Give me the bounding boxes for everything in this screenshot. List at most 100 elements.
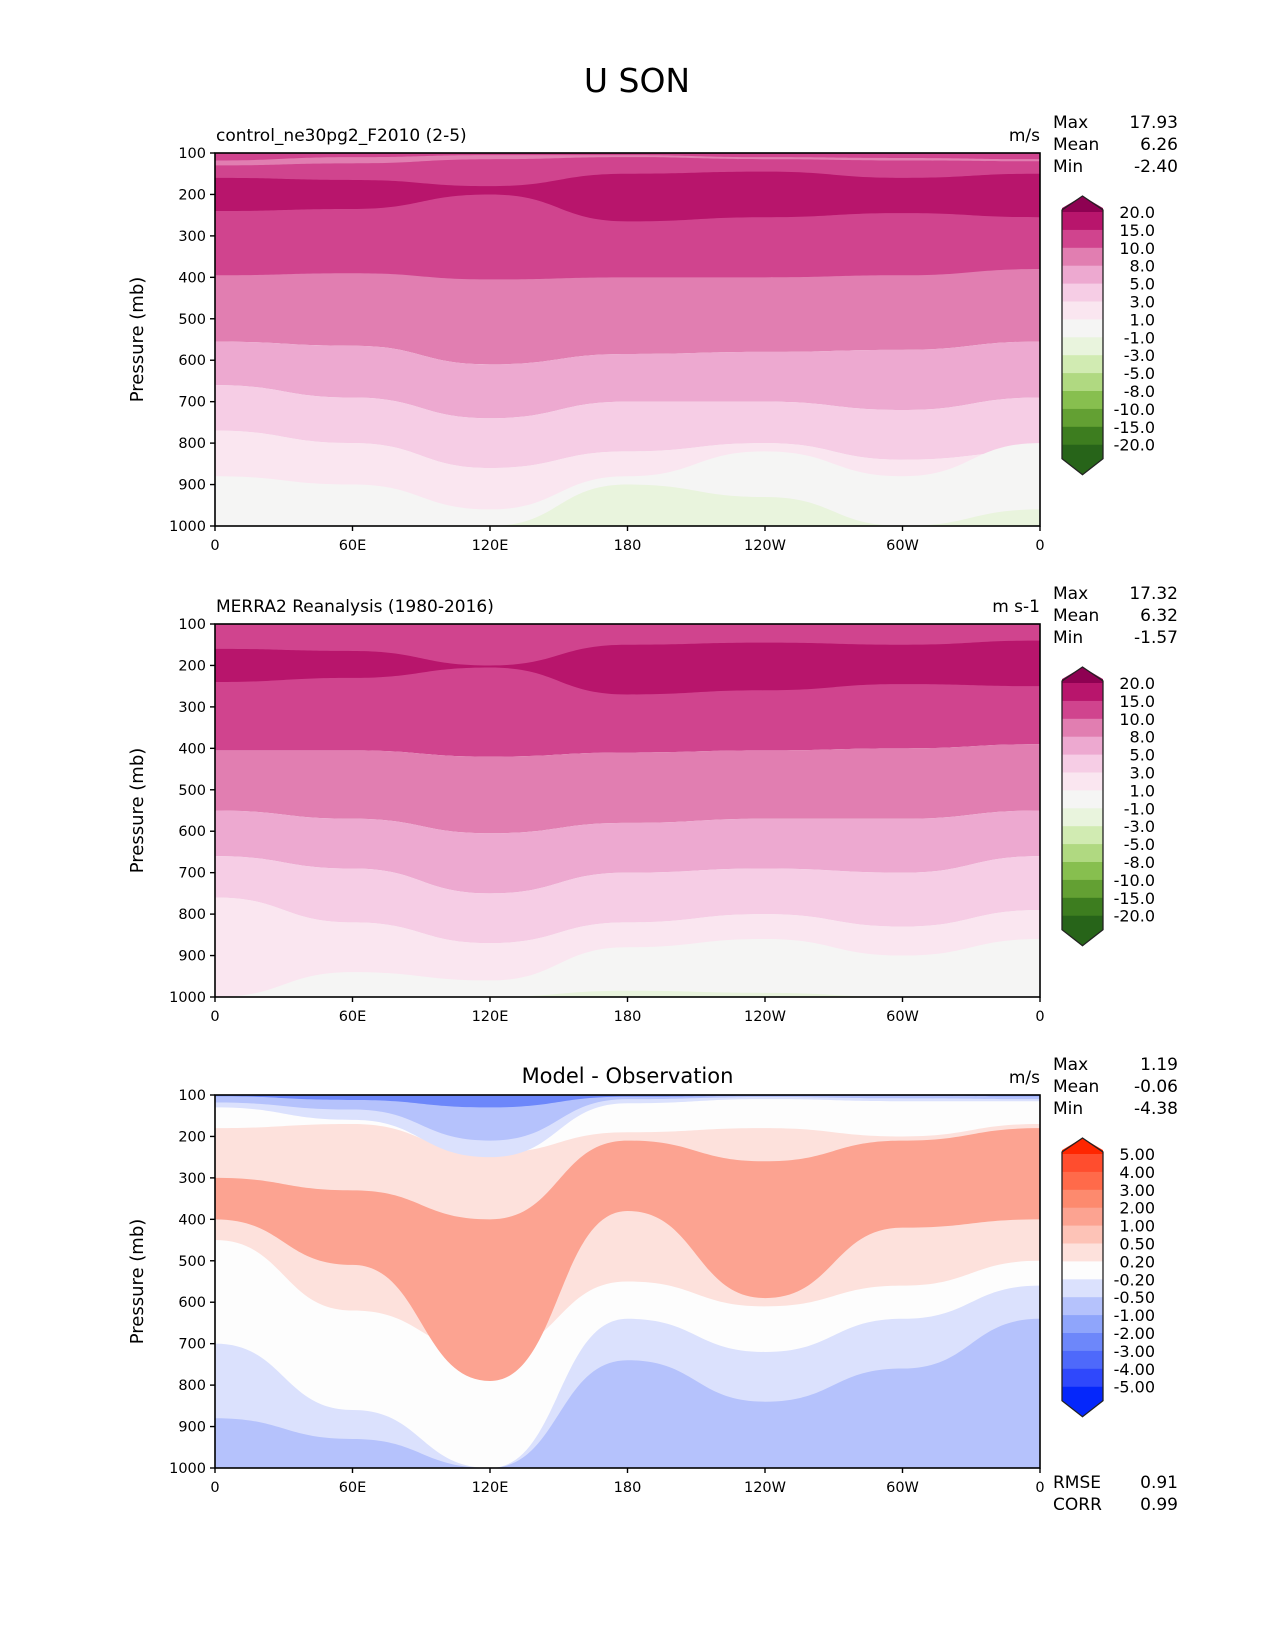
colorbar-outline <box>1061 666 1104 947</box>
colorbar-tick-label: -1.0 <box>1124 328 1155 347</box>
colorbar-swatch <box>1062 790 1103 809</box>
colorbar-swatch <box>1062 373 1103 392</box>
colorbar-tick-label: -3.0 <box>1124 817 1155 836</box>
colorbar: 20.015.010.08.05.03.01.0-1.0-3.0-5.0-8.0… <box>1061 666 1155 947</box>
colorbar-tick-label: 3.0 <box>1130 764 1155 783</box>
colorbar-swatch <box>1062 1333 1103 1352</box>
stat-label-mean: Mean <box>1053 606 1099 626</box>
y-tick-label: 800 <box>178 1378 206 1394</box>
y-tick-label: 400 <box>178 741 206 757</box>
contour-band <box>215 938 1040 997</box>
x-tick-label: 0 <box>210 1480 219 1496</box>
colorbar-extend-min <box>1062 1386 1103 1417</box>
x-tick-label: 0 <box>1035 1009 1044 1025</box>
contour-band <box>215 269 1040 365</box>
contour-band <box>215 484 1040 526</box>
colorbar-tick-label: 3.0 <box>1130 293 1155 312</box>
colorbar-swatch <box>1062 718 1103 738</box>
colorbar-tick-label: -8.0 <box>1124 382 1155 401</box>
colorbar-swatch <box>1062 408 1103 428</box>
colorbar-swatch <box>1062 897 1103 917</box>
y-tick-label: 300 <box>178 700 206 716</box>
colorbar-swatch <box>1062 265 1103 285</box>
y-tick-label: 500 <box>178 312 206 328</box>
colorbar-swatch <box>1062 1243 1103 1262</box>
colorbar-swatch <box>1062 844 1103 863</box>
y-tick-label: 100 <box>178 146 206 162</box>
colorbar-tick-label: 20.0 <box>1119 674 1155 693</box>
x-tick-label: 60W <box>886 538 919 554</box>
colorbar-swatch <box>1062 1279 1103 1298</box>
colorbar-tick-label: 15.0 <box>1119 221 1155 240</box>
colorbar-swatch <box>1062 1261 1103 1280</box>
colorbar-swatch <box>1062 1207 1103 1227</box>
panel-title: Model - Observation <box>522 1064 734 1088</box>
stat-label-mean: Mean <box>1053 1077 1099 1097</box>
stat-label-min: Min <box>1053 628 1083 648</box>
colorbar-swatch <box>1062 1368 1103 1388</box>
x-tick-label: 60W <box>886 1480 919 1496</box>
colorbar: 20.015.010.08.05.03.01.0-1.0-3.0-5.0-8.0… <box>1061 195 1155 476</box>
colorbar-swatch <box>1062 319 1103 338</box>
colorbar-swatch <box>1062 1225 1103 1244</box>
colorbar-swatch <box>1062 772 1103 791</box>
colorbar-swatch <box>1062 700 1103 720</box>
x-tick-label: 180 <box>614 538 642 554</box>
x-tick-label: 120W <box>744 1009 786 1025</box>
contour-band <box>215 1128 1040 1381</box>
colorbar-swatch <box>1062 862 1103 881</box>
y-tick-label: 1000 <box>169 519 206 535</box>
colorbar-extend-max <box>1062 196 1103 212</box>
stat-value-rmse: 0.91 <box>1140 1473 1178 1493</box>
y-tick-label: 400 <box>178 1212 206 1228</box>
colorbar-swatch <box>1062 283 1103 302</box>
colorbar-tick-label: 8.0 <box>1130 257 1155 276</box>
y-tick-label: 300 <box>178 1171 206 1187</box>
panel-title: MERRA2 Reanalysis (1980-2016) <box>216 597 494 617</box>
colorbar-swatch <box>1062 391 1103 410</box>
colorbar-swatch <box>1062 826 1103 845</box>
stat-label-max: Max <box>1053 584 1088 604</box>
stat-label-min: Min <box>1053 1099 1083 1119</box>
y-axis-label: Pressure (mb) <box>127 748 148 874</box>
stat-label-max: Max <box>1053 1055 1088 1075</box>
x-tick-label: 120W <box>744 538 786 554</box>
stat-value-min: -2.40 <box>1134 157 1178 177</box>
colorbar-tick-label: -20.0 <box>1114 436 1155 455</box>
colorbar-tick-label: -0.20 <box>1114 1270 1155 1289</box>
y-tick-label: 1000 <box>169 990 206 1006</box>
x-tick-label: 0 <box>1035 538 1044 554</box>
colorbar-tick-label: -2.00 <box>1114 1324 1155 1343</box>
colorbar-tick-label: -0.50 <box>1114 1288 1155 1307</box>
contour-band <box>215 155 1040 166</box>
contour-band <box>215 640 1040 695</box>
contour-band <box>215 856 1040 944</box>
colorbar-tick-label: -3.00 <box>1114 1342 1155 1361</box>
y-axis-label: Pressure (mb) <box>127 1219 148 1345</box>
x-tick-label: 180 <box>614 1009 642 1025</box>
x-tick-label: 180 <box>614 1480 642 1496</box>
contour-band <box>215 810 1040 894</box>
colorbar-tick-label: 0.50 <box>1119 1235 1155 1254</box>
contour-band <box>215 1318 1040 1468</box>
colorbar-swatch <box>1062 229 1103 249</box>
contour-band <box>215 341 1040 419</box>
y-tick-label: 700 <box>178 1337 206 1353</box>
contour-band <box>215 385 1040 468</box>
colorbar-extend-max <box>1062 1138 1103 1154</box>
colorbar-swatch <box>1062 355 1103 374</box>
stat-value-max: 1.19 <box>1140 1055 1178 1075</box>
colorbar-swatch <box>1062 736 1103 756</box>
y-tick-label: 200 <box>178 658 206 674</box>
colorbar-swatch <box>1062 247 1103 267</box>
colorbar-swatch <box>1062 1189 1103 1209</box>
colorbar-swatch <box>1062 1171 1103 1191</box>
stat-value-min: -1.57 <box>1134 628 1178 648</box>
x-tick-label: 60W <box>886 1009 919 1025</box>
colorbar-tick-label: 15.0 <box>1119 692 1155 711</box>
colorbar-swatch <box>1062 301 1103 320</box>
colorbar-tick-label: 4.00 <box>1119 1163 1155 1182</box>
colorbar-tick-label: 10.0 <box>1119 239 1155 258</box>
y-tick-label: 500 <box>178 783 206 799</box>
